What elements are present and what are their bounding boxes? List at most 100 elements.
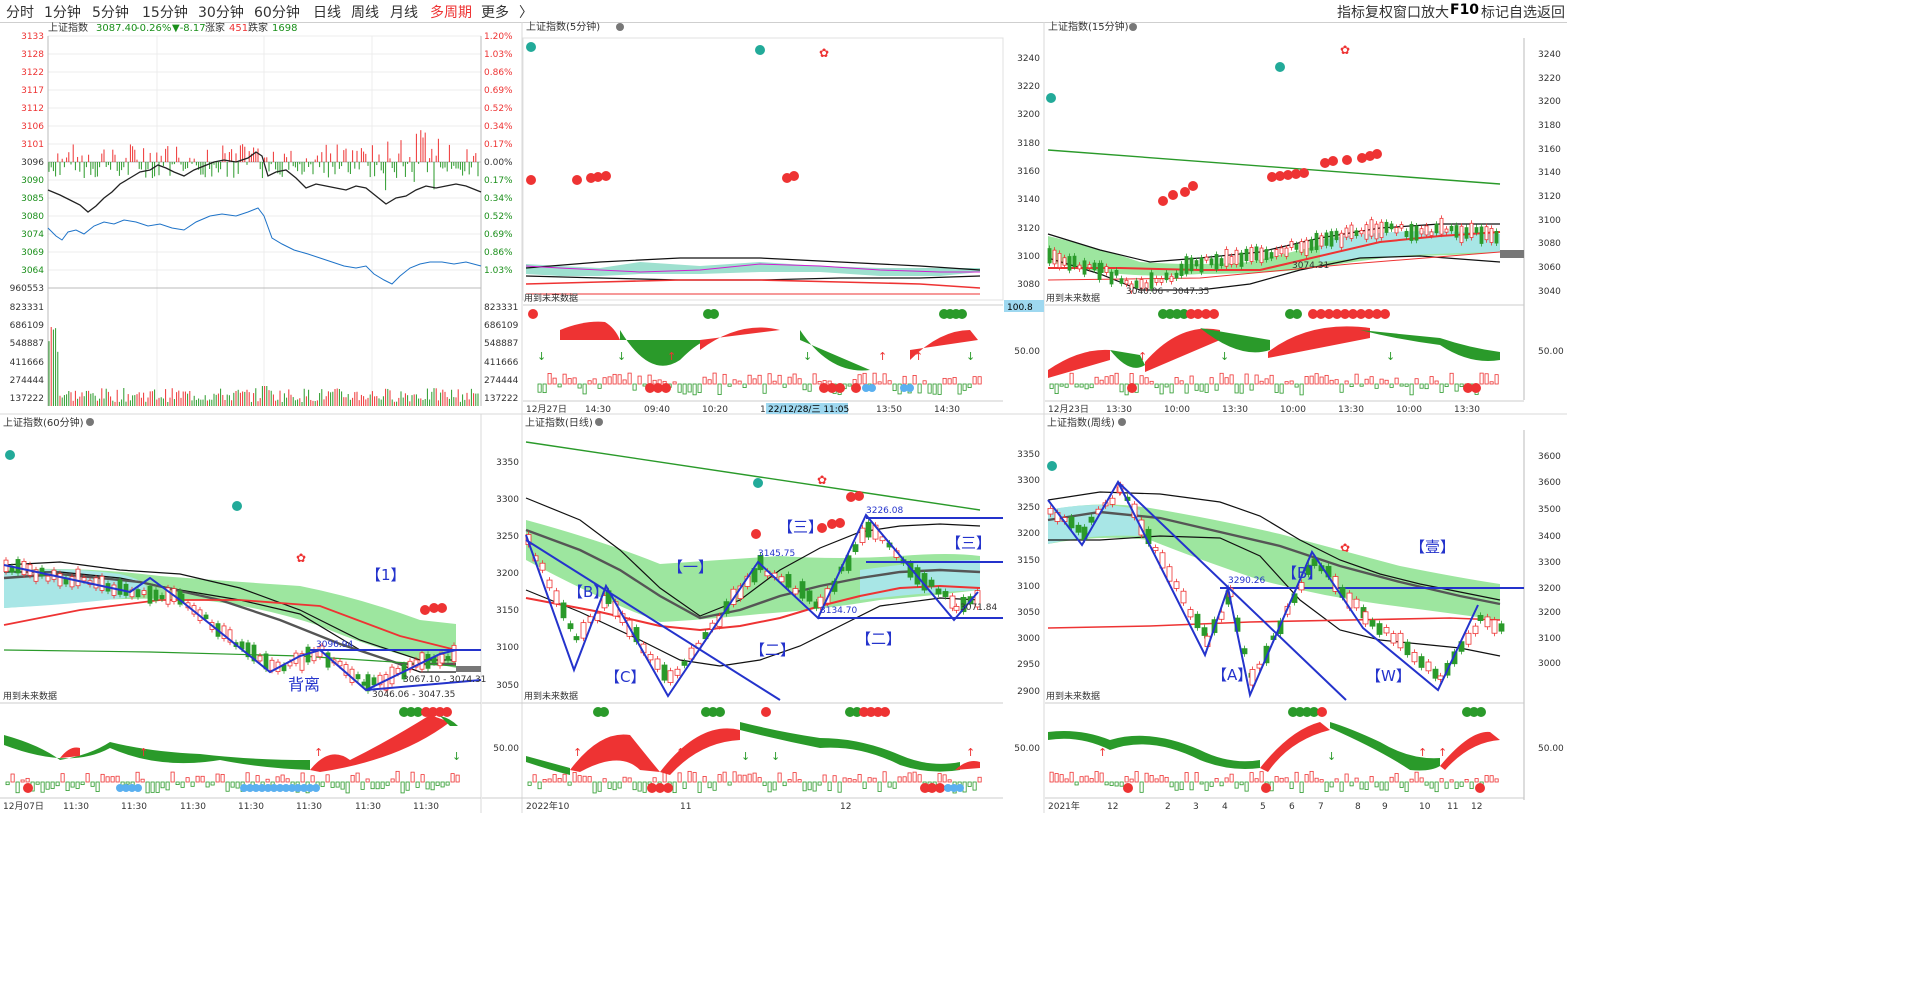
panel-60min: 上证指数(60分钟) ✿ 3096.94 3067.10 - 3074.31 3… [0,416,486,812]
adjust-button[interactable]: 复权 [1365,5,1393,21]
histogram-bar [722,373,727,385]
candle [117,579,123,595]
histogram-bar [1304,376,1309,385]
period-tab-weekly[interactable]: 周线 [351,5,379,21]
histogram-bar [717,774,722,783]
histogram-bar [35,781,40,785]
arrow-group: ↓ ↓ ↑ ↓ ↑ ↑ ↓ [537,350,975,363]
dropdown-icon[interactable] [1118,418,1126,426]
back-button[interactable]: 返回 [1537,5,1565,21]
dropdown-icon[interactable] [86,418,94,426]
period-tab-30min[interactable]: 30分钟 [198,5,244,21]
p2-cursor-value: 100.8 [1007,303,1033,313]
histogram-bar [1394,377,1399,385]
candle [654,658,661,670]
histogram-bar [195,775,200,783]
histogram-bar [85,773,90,783]
candle [1298,582,1305,591]
p6-wave: 【B】 [1282,564,1322,582]
p6-time-label: 8 [1355,802,1361,812]
p2-cursor-time: 22/12/28/三 11:05 [768,405,849,415]
p3-y-label: 3080 [1017,280,1040,290]
p2-osc-green [800,330,870,371]
period-tab-1min[interactable]: 1分钟 [44,5,81,21]
period-tab-monthly[interactable]: 月线 [390,5,418,21]
histogram-bar [537,781,542,790]
candle [1376,623,1383,635]
p4-hint: 用到未来数据 [3,690,57,702]
p5-wave: 【C】 [605,668,645,686]
histogram-bar [220,774,225,783]
histogram-bar [1174,377,1179,385]
indicator-button[interactable]: 指标 [1337,5,1365,21]
candle [806,590,813,602]
histogram-bar [1094,376,1099,385]
histogram-bar [1379,781,1384,791]
histogram-bar [1139,375,1144,385]
candle [1159,278,1164,283]
candle [1092,262,1097,271]
histogram-bar [592,378,597,385]
mark-button[interactable]: 标记 [1481,5,1509,21]
histogram-bar [225,781,230,792]
p5-osc-red [570,734,660,772]
candle [227,629,233,643]
candle [1397,632,1404,649]
period-tab-timeshare[interactable]: 分时 [6,5,34,21]
period-tab-more[interactable]: 更多 [481,5,509,21]
candle [859,527,866,543]
p3-y-label: 3220 [1017,82,1040,92]
candle [1249,247,1254,262]
histogram-bar [390,778,395,783]
histogram-bar [682,781,687,789]
signal-icon [755,45,765,55]
period-tab-daily[interactable]: 日线 [313,5,341,21]
histogram-bar [647,374,652,385]
chevron-right-icon[interactable]: 〉 [519,5,533,21]
histogram-bar [1079,383,1084,388]
histogram-bar [210,781,215,786]
period-tab-5min[interactable]: 5分钟 [92,5,129,21]
dropdown-icon[interactable] [595,418,603,426]
candle [1304,239,1309,256]
period-tab-multi[interactable]: 多周期 [430,5,472,21]
period-tab-15min[interactable]: 15分钟 [142,5,188,21]
histogram-bar [1329,379,1334,385]
svg-text:↓: ↓ [1386,350,1395,363]
p6-cloud [1048,504,1500,620]
p3-y-right: 3120 [1538,192,1561,202]
candle [1449,225,1454,232]
panel-daily: 上证指数(日线) 3350 3300 3250 3200 3150 3100 3… [482,416,1003,812]
p4-osc-red [310,715,450,772]
p4-time-label: 11:30 [180,802,206,812]
p5-osc-green [526,756,570,775]
histogram-bar [1054,383,1059,394]
dropdown-icon[interactable] [1129,23,1137,31]
candle [1166,566,1173,582]
candle [165,587,171,605]
p5-wave: 【三】 [946,534,991,552]
candle [1494,230,1499,244]
histogram-bar [1174,781,1179,791]
svg-text:↓: ↓ [537,350,546,363]
candle [1359,230,1364,235]
zoom-button[interactable]: 放大 [1421,5,1449,21]
histogram-bar [1064,383,1069,388]
histogram-bar [687,770,692,783]
histogram-bar [692,383,697,396]
p5-y-label: 3100 [496,643,519,653]
histogram-bar [792,373,797,385]
f10-button[interactable]: F10 [1450,2,1480,18]
histogram-bar [1399,383,1404,387]
window-button[interactable]: 窗口 [1393,5,1421,21]
candle [1465,632,1472,645]
histogram-bar [155,781,160,793]
dropdown-icon[interactable] [616,23,624,31]
period-tab-60min[interactable]: 60分钟 [254,5,300,21]
p1-vol-label: 274444 [10,376,45,386]
p5-y-label: 3350 [496,458,519,468]
svg-text:↑: ↑ [966,746,975,759]
histogram-bar [882,771,887,783]
watchlist-button[interactable]: 自选 [1509,5,1537,21]
candle [1241,648,1248,655]
